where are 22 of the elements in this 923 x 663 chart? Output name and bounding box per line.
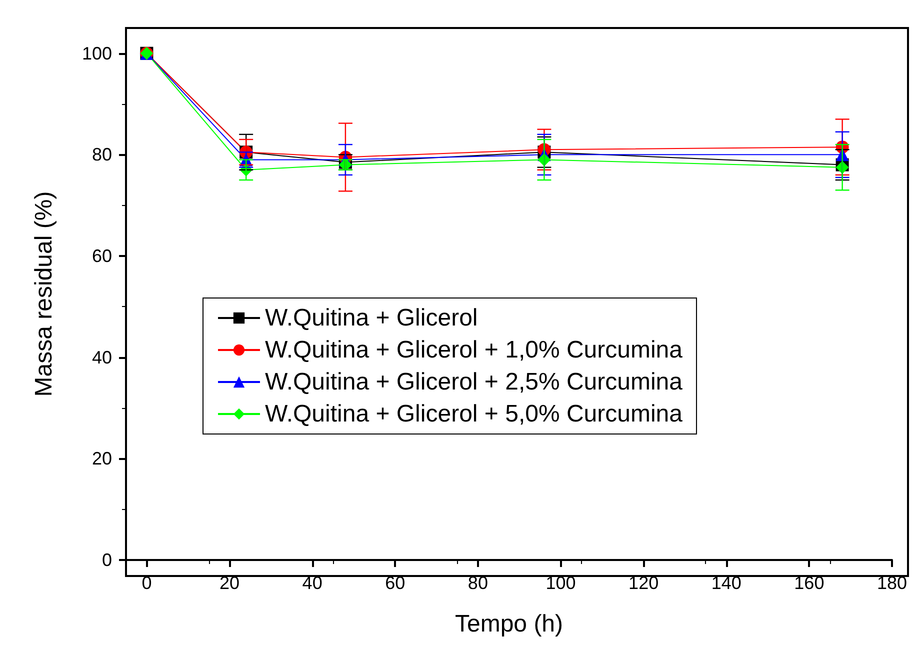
y-tick-label: 40	[92, 347, 112, 368]
y-tick-label: 80	[92, 144, 112, 165]
y-axis-title: Massa residual (%)	[30, 191, 58, 397]
x-tick-label: 100	[546, 573, 576, 593]
x-tick-label: 20	[220, 573, 240, 593]
x-tick-label: 80	[468, 573, 488, 593]
y-tick-label: 60	[92, 246, 112, 266]
y-tick-label: 20	[92, 448, 112, 469]
x-axis-title: Tempo (h)	[454, 610, 564, 638]
x-tick-label: 0	[142, 573, 152, 593]
x-tick-label: 160	[794, 573, 824, 593]
legend-label: W.Quitina + Glicerol + 5,0% Curcumina	[265, 400, 684, 428]
x-tick-label: 180	[876, 573, 908, 593]
x-tick-label: 140	[711, 573, 742, 593]
legend-label: W.Quitina + Glicerol	[265, 304, 478, 332]
legend-label: W.Quitina + Glicerol + 2,5% Curcumina	[265, 368, 684, 396]
x-tick-label: 120	[628, 573, 659, 593]
y-tick-label: 100	[82, 43, 112, 64]
legend-label: W.Quitina + Glicerol + 1,0% Curcumina	[265, 336, 684, 364]
x-tick-label: 60	[385, 573, 406, 593]
x-tick-label: 40	[302, 573, 322, 593]
y-tick-label: 0	[102, 550, 112, 570]
